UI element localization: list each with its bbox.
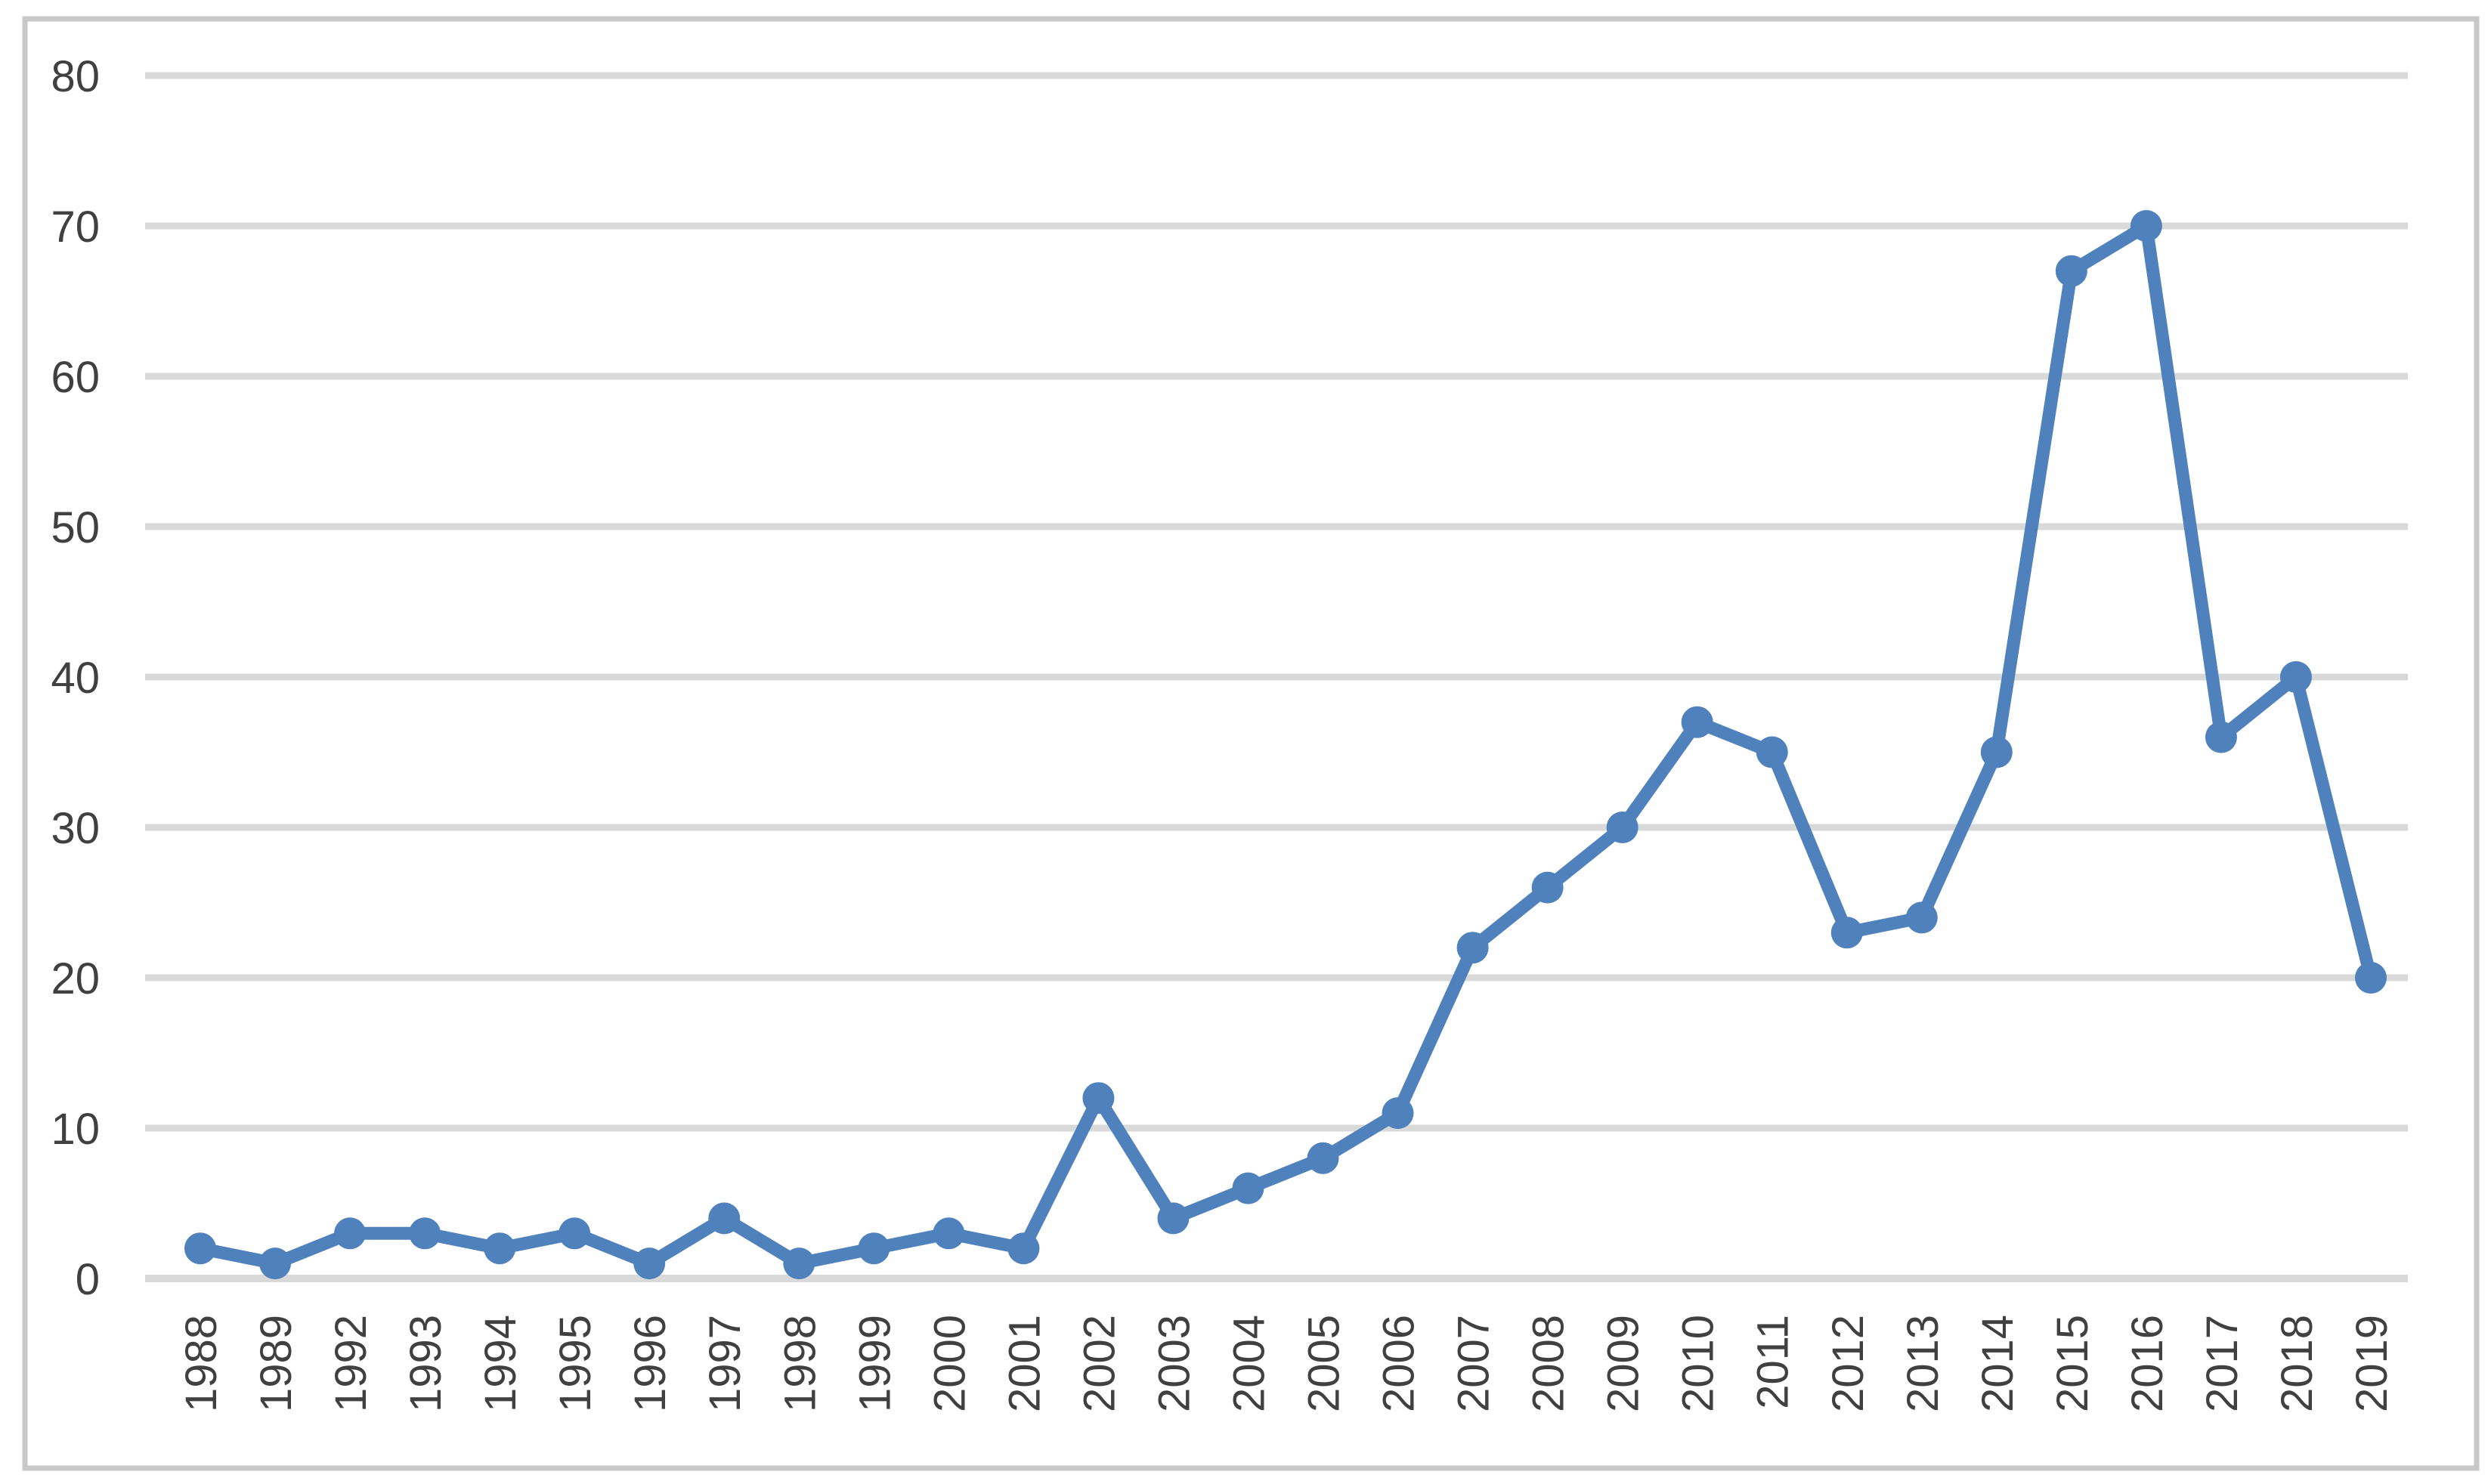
x-tick-label-2002: 2002 [1075, 1315, 1124, 1412]
data-point-2004-value-6 [1232, 1172, 1264, 1204]
x-tick-label-2009: 2009 [1599, 1315, 1648, 1412]
series-markers [184, 210, 2387, 1280]
data-point-1998-value-1 [783, 1247, 815, 1280]
data-point-2001-value-2 [1007, 1232, 1040, 1265]
y-tick-label-40: 40 [51, 654, 100, 703]
data-point-2016-value-70 [2130, 210, 2162, 242]
data-point-1992-value-3 [334, 1217, 367, 1250]
x-tick-label-2008: 2008 [1524, 1315, 1574, 1412]
data-point-1995-value-3 [559, 1217, 591, 1250]
data-point-2018-value-40 [2279, 661, 2312, 693]
data-point-1994-value-2 [484, 1232, 516, 1265]
x-tick-label-1994: 1994 [476, 1315, 525, 1412]
x-tick-label-2005: 2005 [1300, 1315, 1349, 1412]
y-tick-label-20: 20 [51, 954, 100, 1003]
x-tick-label-1999: 1999 [850, 1315, 899, 1412]
x-tick-label-2017: 2017 [2198, 1315, 2247, 1412]
data-point-2011-value-35 [1756, 736, 1788, 768]
x-tick-label-1998: 1998 [775, 1315, 825, 1412]
y-tick-label-10: 10 [51, 1105, 100, 1154]
data-point-1988-value-2 [184, 1232, 216, 1265]
x-tick-label-2004: 2004 [1224, 1315, 1273, 1412]
data-point-1993-value-3 [409, 1217, 441, 1250]
x-tick-label-2007: 2007 [1450, 1315, 1499, 1412]
x-tick-label-2013: 2013 [1898, 1315, 1948, 1412]
data-point-2015-value-67 [2055, 255, 2087, 287]
x-axis-tick-labels: 1988 1989 1992 1993 1994 1995 1996 1997 1998 1999… [177, 1315, 2397, 1412]
y-tick-label-0: 0 [76, 1255, 100, 1304]
chart-border [22, 16, 2480, 1471]
x-tick-label-2016: 2016 [2123, 1315, 2172, 1412]
x-tick-label-2001: 2001 [1000, 1315, 1049, 1412]
data-point-1996-value-1 [633, 1247, 666, 1280]
data-point-2014-value-35 [1980, 736, 2013, 768]
data-point-2017-value-36 [2205, 721, 2237, 753]
data-point-2010-value-37 [1681, 706, 1713, 738]
data-point-2013-value-24 [1905, 901, 1938, 934]
x-tick-label-2006: 2006 [1375, 1315, 1424, 1412]
x-tick-label-1995: 1995 [551, 1315, 600, 1412]
y-tick-label-80: 80 [51, 52, 100, 101]
data-point-2002-value-12 [1082, 1082, 1115, 1115]
x-tick-label-2003: 2003 [1150, 1315, 1199, 1412]
data-point-2008-value-26 [1531, 871, 1564, 904]
data-point-1999-value-2 [858, 1232, 890, 1265]
x-tick-label-1992: 1992 [326, 1315, 376, 1412]
x-tick-label-2019: 2019 [2347, 1315, 2397, 1412]
data-point-2009-value-30 [1606, 812, 1638, 843]
data-point-2019-value-20 [2355, 962, 2387, 994]
y-tick-label-70: 70 [51, 203, 100, 252]
x-tick-label-2018: 2018 [2273, 1315, 2322, 1412]
data-point-2000-value-3 [933, 1217, 965, 1250]
y-tick-label-30: 30 [51, 804, 100, 853]
y-tick-label-50: 50 [51, 503, 100, 552]
y-axis-tick-labels: 0 10 20 30 40 50 60 70 80 [51, 52, 100, 1304]
x-tick-label-1997: 1997 [701, 1315, 750, 1412]
x-tick-label-2011: 2011 [1749, 1315, 1798, 1409]
x-tick-label-1988: 1988 [177, 1315, 226, 1412]
data-point-2007-value-22 [1456, 932, 1489, 964]
x-tick-label-2014: 2014 [1973, 1315, 2022, 1412]
data-point-2003-value-4 [1157, 1202, 1190, 1235]
x-tick-label-2012: 2012 [1824, 1315, 1873, 1412]
x-tick-label-1993: 1993 [401, 1315, 450, 1412]
data-point-2005-value-8 [1307, 1142, 1339, 1174]
x-tick-label-2010: 2010 [1674, 1315, 1723, 1412]
x-tick-label-1989: 1989 [252, 1315, 301, 1412]
x-tick-label-2000: 2000 [925, 1315, 974, 1412]
data-point-2006-value-11 [1382, 1097, 1414, 1130]
x-tick-label-1996: 1996 [626, 1315, 675, 1412]
data-point-1989-value-1 [259, 1247, 292, 1280]
data-point-1997-value-4 [708, 1202, 741, 1235]
y-tick-label-60: 60 [51, 353, 100, 402]
data-point-2012-value-23 [1830, 917, 1863, 949]
x-tick-label-2015: 2015 [2048, 1315, 2097, 1412]
